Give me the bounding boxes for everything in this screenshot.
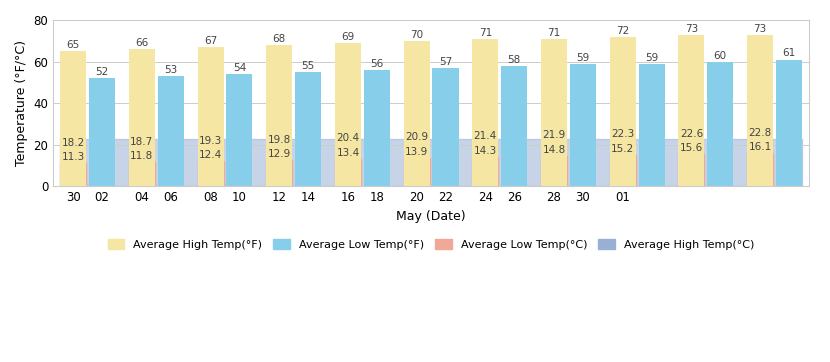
Bar bbox=[129, 162, 155, 186]
Bar bbox=[678, 154, 705, 186]
Bar bbox=[432, 68, 458, 186]
Text: 72: 72 bbox=[616, 26, 629, 35]
Bar bbox=[747, 153, 774, 186]
Bar bbox=[403, 41, 430, 186]
Text: 53: 53 bbox=[164, 65, 178, 75]
Bar bbox=[501, 66, 527, 186]
Text: 12.9: 12.9 bbox=[267, 149, 290, 159]
Text: 15.2: 15.2 bbox=[611, 144, 634, 154]
Bar bbox=[541, 156, 567, 186]
Text: 20.9: 20.9 bbox=[405, 132, 428, 142]
Text: 73: 73 bbox=[685, 24, 698, 34]
Text: 65: 65 bbox=[66, 40, 80, 50]
Text: 20.4: 20.4 bbox=[336, 133, 359, 143]
Bar bbox=[198, 47, 223, 186]
Text: 59: 59 bbox=[576, 52, 589, 63]
Y-axis label: Temperature (°F/°C): Temperature (°F/°C) bbox=[15, 40, 28, 166]
Bar bbox=[570, 64, 596, 186]
Bar bbox=[60, 51, 86, 186]
Text: 54: 54 bbox=[233, 63, 246, 73]
Bar bbox=[403, 157, 430, 186]
Bar bbox=[610, 37, 636, 186]
Text: 67: 67 bbox=[204, 36, 217, 46]
Bar bbox=[266, 45, 292, 186]
Bar bbox=[335, 43, 361, 186]
Text: 21.4: 21.4 bbox=[474, 131, 497, 141]
Bar bbox=[541, 39, 567, 186]
Text: 22.3: 22.3 bbox=[611, 130, 634, 139]
Text: 19.3: 19.3 bbox=[199, 136, 222, 146]
Text: 73: 73 bbox=[754, 24, 767, 34]
Bar bbox=[707, 62, 734, 186]
Bar bbox=[335, 159, 361, 186]
Text: 15.6: 15.6 bbox=[680, 143, 703, 153]
Bar bbox=[89, 78, 115, 186]
Bar bbox=[776, 59, 802, 186]
Text: 18.2: 18.2 bbox=[61, 138, 85, 148]
Text: 21.9: 21.9 bbox=[543, 130, 566, 140]
Bar bbox=[198, 161, 223, 186]
Text: 71: 71 bbox=[479, 28, 492, 38]
Text: 22.6: 22.6 bbox=[680, 129, 703, 139]
Text: 55: 55 bbox=[301, 61, 315, 71]
Legend: Average High Temp(°F), Average Low Temp(°F), Average Low Temp(°C), Average High : Average High Temp(°F), Average Low Temp(… bbox=[104, 235, 759, 254]
Bar bbox=[472, 157, 499, 186]
Text: 56: 56 bbox=[370, 59, 383, 69]
Bar bbox=[678, 34, 705, 186]
Text: 14.8: 14.8 bbox=[543, 145, 566, 155]
Bar bbox=[472, 39, 499, 186]
Bar bbox=[747, 34, 774, 186]
Text: 18.7: 18.7 bbox=[130, 137, 154, 147]
Bar bbox=[60, 163, 86, 186]
Bar bbox=[295, 72, 321, 186]
X-axis label: May (Date): May (Date) bbox=[396, 210, 466, 223]
Text: 70: 70 bbox=[410, 30, 423, 40]
Bar bbox=[158, 76, 183, 186]
Bar bbox=[129, 49, 155, 186]
Text: 16.1: 16.1 bbox=[749, 142, 772, 152]
Text: 59: 59 bbox=[645, 52, 658, 63]
Bar bbox=[227, 74, 252, 186]
Text: 11.8: 11.8 bbox=[130, 151, 154, 161]
Text: 14.3: 14.3 bbox=[474, 146, 497, 156]
Bar bbox=[60, 139, 802, 186]
Text: 12.4: 12.4 bbox=[199, 150, 222, 160]
Bar bbox=[610, 155, 636, 186]
Text: 66: 66 bbox=[135, 38, 149, 48]
Text: 22.8: 22.8 bbox=[749, 129, 772, 138]
Text: 68: 68 bbox=[273, 34, 286, 44]
Text: 13.4: 13.4 bbox=[336, 148, 359, 158]
Bar bbox=[364, 70, 390, 186]
Text: 61: 61 bbox=[783, 49, 796, 59]
Text: 71: 71 bbox=[548, 28, 561, 38]
Text: 13.9: 13.9 bbox=[405, 147, 428, 157]
Bar bbox=[638, 64, 665, 186]
Text: 58: 58 bbox=[508, 55, 521, 65]
Text: 52: 52 bbox=[95, 67, 109, 77]
Text: 69: 69 bbox=[341, 32, 354, 42]
Text: 19.8: 19.8 bbox=[267, 135, 290, 145]
Text: 11.3: 11.3 bbox=[61, 152, 85, 162]
Text: 57: 57 bbox=[439, 57, 452, 67]
Text: 60: 60 bbox=[714, 51, 727, 60]
Bar bbox=[266, 160, 292, 186]
